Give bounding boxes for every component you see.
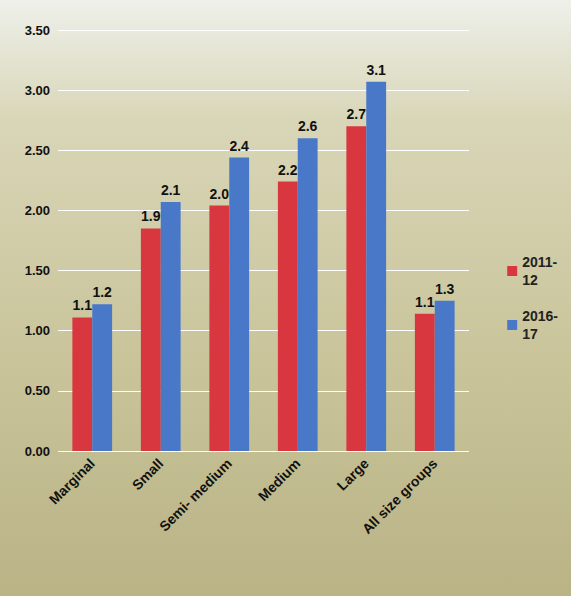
svg-text:1.3: 1.3 bbox=[435, 281, 455, 297]
svg-text:12: 12 bbox=[522, 272, 538, 288]
svg-text:2.0: 2.0 bbox=[210, 186, 230, 202]
svg-text:2011-: 2011- bbox=[522, 254, 557, 270]
svg-text:Semi- medium: Semi- medium bbox=[156, 455, 235, 534]
svg-text:1.2: 1.2 bbox=[92, 284, 112, 300]
svg-text:Large: Large bbox=[334, 455, 372, 493]
svg-text:2.00: 2.00 bbox=[25, 203, 50, 218]
svg-text:2.1: 2.1 bbox=[161, 182, 181, 198]
svg-text:1.00: 1.00 bbox=[25, 323, 50, 338]
svg-text:2.6: 2.6 bbox=[298, 118, 318, 134]
svg-text:1.1: 1.1 bbox=[73, 297, 93, 313]
svg-text:2.2: 2.2 bbox=[278, 162, 298, 178]
svg-text:1.9: 1.9 bbox=[141, 208, 161, 224]
svg-text:1.50: 1.50 bbox=[25, 263, 50, 278]
svg-text:All size groups: All size groups bbox=[359, 455, 441, 537]
svg-text:Marginal: Marginal bbox=[46, 455, 98, 507]
svg-text:2.7: 2.7 bbox=[347, 106, 367, 122]
svg-text:Small: Small bbox=[129, 455, 167, 493]
svg-text:Medium: Medium bbox=[255, 455, 304, 504]
svg-text:0.50: 0.50 bbox=[25, 383, 50, 398]
svg-text:2.50: 2.50 bbox=[25, 143, 50, 158]
svg-text:2016-: 2016- bbox=[522, 308, 558, 324]
svg-text:17: 17 bbox=[522, 326, 538, 342]
svg-text:0.00: 0.00 bbox=[25, 444, 50, 459]
svg-text:3.00: 3.00 bbox=[25, 83, 50, 98]
svg-text:3.50: 3.50 bbox=[25, 23, 50, 38]
svg-text:2.4: 2.4 bbox=[229, 138, 249, 154]
svg-text:1.1: 1.1 bbox=[415, 294, 435, 310]
svg-text:3.1: 3.1 bbox=[366, 62, 386, 78]
